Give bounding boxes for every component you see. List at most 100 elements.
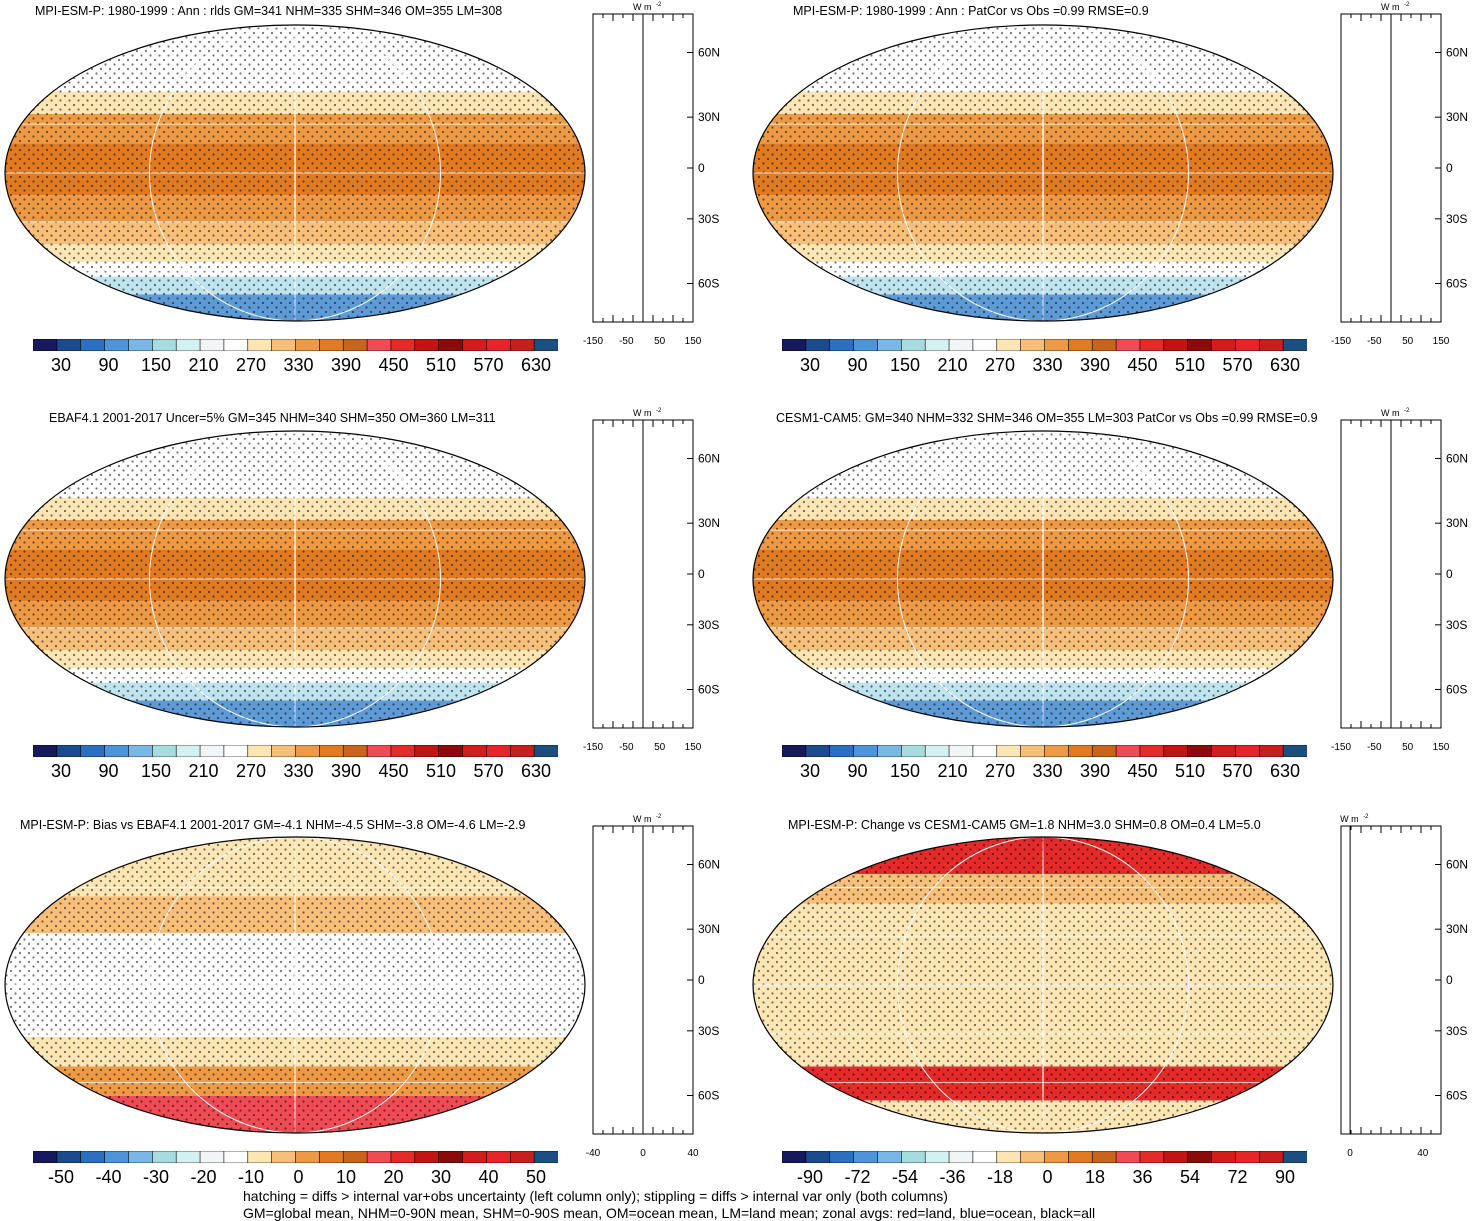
- colorbar-tick-label: 150: [889, 761, 921, 781]
- map-outline: [752, 24, 1334, 322]
- zonal-unit-label: W m: [1381, 2, 1400, 12]
- colorbar-swatch-6: [175, 745, 201, 757]
- colorbar-swatch-12: [1068, 745, 1093, 757]
- colorbar-swatch-0: [33, 745, 58, 757]
- colorbar-tick-label: 150: [140, 761, 172, 781]
- zonal-x-label: 150: [685, 742, 702, 753]
- colorbar-labels-5: -50 -40 -30 -20 -10 0 10 20 30 40 50: [33, 1167, 558, 1189]
- colorbar-tick-label: 50: [525, 1167, 547, 1187]
- colorbar-swatch-7: [948, 339, 974, 351]
- zonal-unit-label: W m: [1340, 814, 1359, 824]
- colorbar-swatch-17: [438, 745, 464, 757]
- colorbar-tick-label: 570: [1222, 761, 1253, 781]
- colorbar-tick-label: 30: [50, 355, 72, 375]
- footnote-hatching: hatching = diffs > internal var+obs unce…: [243, 1188, 948, 1204]
- zonal-lat-label: 60N: [1446, 858, 1468, 872]
- colorbar-swatch-5: [152, 1151, 177, 1163]
- zonal-lat-label: 60N: [698, 452, 720, 466]
- colorbar-swatch-5: [901, 745, 926, 757]
- colorbar-swatch-13: [342, 745, 368, 757]
- colorbar-swatch-18: [462, 1151, 488, 1163]
- zonal-frame: [1340, 825, 1442, 1135]
- colorbar-swatch-19: [486, 745, 511, 757]
- meridian-1: [1042, 431, 1044, 727]
- zonal-x-label: -50: [619, 336, 634, 347]
- colorbar-swatch-2: [829, 339, 855, 351]
- colorbar-swatch-20: [509, 339, 535, 351]
- colorbar-swatch-10: [1020, 745, 1046, 757]
- colorbar-tick-label: 270: [984, 355, 1016, 375]
- colorbar-swatch-15: [1139, 745, 1165, 757]
- zonal-lat-label: 0: [1446, 973, 1453, 987]
- colorbar-swatch-11: [1044, 339, 1069, 351]
- meridian-2: [897, 431, 1189, 727]
- zonal-lat-label: 60S: [698, 683, 719, 697]
- zonal-x-label: -150: [583, 742, 603, 753]
- colorbar-swatch-3: [853, 745, 879, 757]
- colorbar-swatch-10: [1020, 1151, 1046, 1163]
- colorbar-swatch-18: [1211, 1151, 1237, 1163]
- zonal-mean-panel-2: W m -2 60N 30N 0 30S 60S -150 -50 50 150: [1331, 2, 1468, 347]
- colorbar-swatch-16: [414, 1151, 440, 1163]
- colorbar-swatch-9: [996, 339, 1022, 351]
- map-outline: [4, 836, 586, 1134]
- colorbar-tick-label: 90: [847, 355, 868, 375]
- colorbar-tick-label: 330: [283, 761, 314, 781]
- colorbar-swatch-15: [390, 745, 416, 757]
- colorbar-tick-label: -10: [237, 1167, 265, 1187]
- colorbar-swatch-16: [1163, 339, 1189, 351]
- colorbar-tick-label: 10: [335, 1167, 357, 1187]
- colorbar-swatch-5: [901, 1151, 926, 1163]
- colorbar-tick-label: 40: [478, 1167, 499, 1187]
- zonal-lat-label: 60N: [698, 858, 720, 872]
- colorbar-swatch-9: [996, 1151, 1022, 1163]
- colorbar-tick-label: 72: [1227, 1167, 1248, 1187]
- zonal-x-label: -150: [1331, 742, 1351, 753]
- colorbar-tick-label: 90: [98, 355, 119, 375]
- zonal-x-label: 40: [687, 1148, 699, 1159]
- colorbar-swatch-1: [805, 1151, 831, 1163]
- colorbar-swatch-3: [104, 1151, 130, 1163]
- meridian-1: [1042, 25, 1044, 321]
- zonal-lat-label: 30N: [1446, 922, 1468, 936]
- colorbar-tick-label: 450: [378, 355, 409, 375]
- colorbar-tick-label: 30: [799, 355, 821, 375]
- colorbar-tick-label: 150: [889, 355, 921, 375]
- panel-title-1: MPI-ESM-P: 1980-1999 : Ann : rlds GM=341…: [35, 4, 503, 18]
- colorbar-swatch-12: [319, 339, 344, 351]
- colorbar-swatch-4: [128, 745, 153, 757]
- zonal-unit-label: W m: [633, 408, 652, 418]
- panel-title-3: EBAF4.1 2001-2017 Uncer=5% GM=345 NHM=34…: [49, 411, 496, 425]
- meridian-1: [1042, 837, 1044, 1133]
- colorbar-swatch-4: [128, 1151, 153, 1163]
- map-panel-5: [4, 836, 586, 1134]
- zonal-x-label: 40: [1417, 1148, 1429, 1159]
- meridian-2: [149, 837, 441, 1133]
- colorbar-swatch-3: [853, 339, 879, 351]
- map-panel-4: [752, 430, 1334, 728]
- meridian-1: [294, 837, 296, 1133]
- colorbar-swatch-21: [1282, 745, 1307, 757]
- colorbar-swatch-8: [223, 339, 249, 351]
- colorbar-swatch-14: [366, 745, 392, 757]
- colorbar-tick-label: -54: [891, 1167, 919, 1187]
- panel-title-6: MPI-ESM-P: Change vs CESM1-CAM5 GM=1.8 N…: [788, 818, 1261, 832]
- zonal-mean-panel-1: W m -2 60N 30N 0 30S 60S -150 -50 50 150: [583, 2, 720, 347]
- colorbar-tick-label: 390: [330, 355, 362, 375]
- colorbar-tick-label: 20: [383, 1167, 404, 1187]
- meridian-1: [294, 25, 296, 321]
- zonal-lat-label: 0: [698, 973, 705, 987]
- colorbar-swatch-10: [271, 745, 297, 757]
- colorbar-swatch-8: [972, 745, 998, 757]
- zonal-lat-label: 30S: [1446, 212, 1467, 226]
- colorbar-tick-label: 450: [1127, 355, 1158, 375]
- zonal-lat-label: 30N: [698, 516, 720, 530]
- colorbar-swatch-8: [223, 1151, 249, 1163]
- zonal-x-label: 50: [654, 336, 666, 347]
- meridian-2: [897, 837, 1189, 1133]
- colorbar-swatch-6: [175, 339, 201, 351]
- colorbar-tick-label: -30: [142, 1167, 170, 1187]
- zonal-unit-label: W m: [633, 814, 652, 824]
- colorbar-swatch-13: [1091, 339, 1117, 351]
- colorbar-swatch-12: [319, 745, 344, 757]
